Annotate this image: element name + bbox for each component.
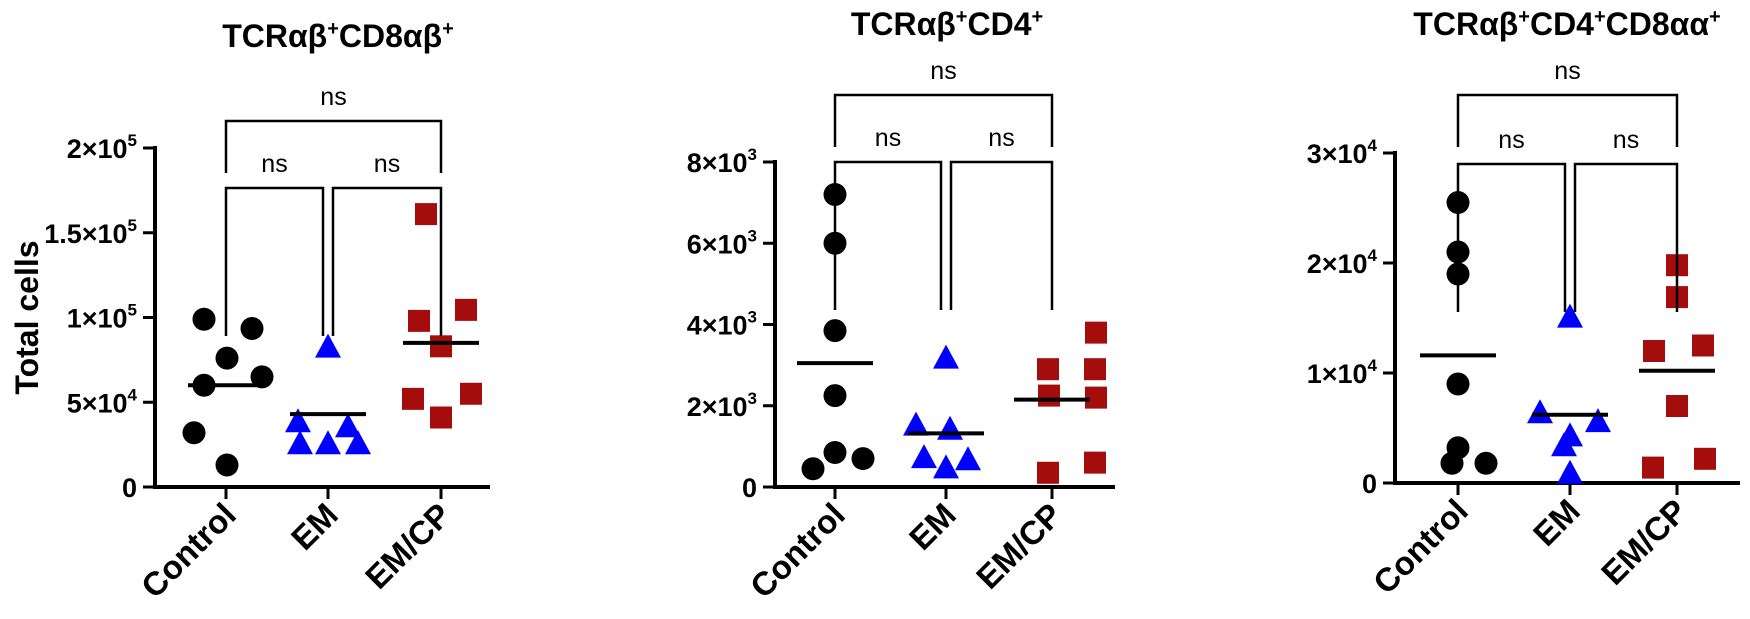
x-tick-label: EM/CP <box>1594 492 1694 592</box>
data-point-em <box>937 415 963 440</box>
y-tick-label: 2×105 <box>67 131 137 164</box>
data-point-em <box>285 408 311 433</box>
significance-bracket <box>1456 93 1679 147</box>
data-point-control <box>192 307 216 331</box>
data-point-control <box>1474 451 1498 475</box>
data-point-em-cp <box>1694 447 1716 470</box>
significance-label: ns <box>374 150 400 178</box>
significance-label: ns <box>988 124 1014 152</box>
data-point-em <box>911 444 937 469</box>
data-point-em <box>287 430 313 455</box>
data-point-control <box>215 346 239 370</box>
y-tick-label: 1×104 <box>1307 356 1378 389</box>
data-point-em <box>1527 399 1553 424</box>
data-point-control <box>823 384 847 408</box>
data-point-em-cp <box>455 298 477 321</box>
data-point-control <box>240 317 264 341</box>
data-point-em <box>335 413 361 438</box>
x-tick-label: Control <box>134 496 243 605</box>
data-point-control <box>1440 451 1464 475</box>
panel-cd4-cd8aa: TCRαβ+CD4+CD8αα+ 0 1×104 2×104 3×104 Control E… <box>1307 6 1740 601</box>
y-tick-label: 8×103 <box>687 145 757 178</box>
data-point-control <box>851 447 875 471</box>
data-point-control <box>801 457 825 481</box>
significance-label: ns <box>1613 126 1639 154</box>
data-point-em-cp <box>402 387 424 410</box>
y-tick-label: 5×104 <box>67 385 138 418</box>
data-point-em-cp <box>430 335 452 358</box>
panel-cd4: TCRαβ+CD4+ 0 2×103 4×103 6×103 8×103 Control EM… <box>687 6 1115 605</box>
y-tick-label: 1.5×105 <box>44 216 137 249</box>
y-axis-label: Total cells <box>9 240 45 394</box>
data-point-em-cp <box>1666 395 1688 417</box>
data-point-em <box>1551 432 1577 457</box>
data-point-em-cp <box>1643 340 1665 362</box>
x-tick-label: EM <box>902 496 963 557</box>
y-tick-label: 6×103 <box>687 226 757 259</box>
data-point-em-cp <box>1085 386 1107 409</box>
data-point-em <box>345 430 371 455</box>
x-tick-label: EM <box>1526 492 1587 553</box>
chart-title: TCRαβ+CD8αβ+ <box>222 18 454 54</box>
significance-bracket <box>224 186 325 336</box>
data-point-em <box>933 344 959 369</box>
significance-bracket <box>833 160 943 310</box>
significance-label: ns <box>261 150 287 178</box>
data-point-em-cp <box>1037 461 1059 484</box>
y-tick-label: 0 <box>742 473 757 503</box>
significance-bracket <box>949 160 1054 310</box>
data-point-control <box>182 421 206 445</box>
y-tick-label: 2×103 <box>687 389 757 422</box>
x-tick-label: EM <box>284 496 345 557</box>
chart-title: TCRαβ+CD4+ <box>851 6 1043 42</box>
data-point-em-cp <box>1642 456 1664 479</box>
y-tick-label: 0 <box>1362 469 1377 499</box>
significance-label: ns <box>1554 57 1580 85</box>
data-point-em <box>315 430 341 455</box>
x-tick-label: Control <box>743 496 852 605</box>
significance-label: ns <box>1498 126 1524 154</box>
significance-label: ns <box>875 124 901 152</box>
data-point-em-cp <box>1084 451 1106 474</box>
data-point-em-cp <box>1085 321 1107 344</box>
chart-title: TCRαβ+CD4+CD8αα+ <box>1413 6 1720 42</box>
x-tick-label: EM/CP <box>358 496 458 596</box>
significance-bracket <box>331 186 443 336</box>
data-point-control <box>215 453 239 477</box>
significance-bracket <box>833 93 1054 147</box>
panel-cd8ab: TCRαβ+CD8αβ+ Total cells 0 5×104 1×105 1.5×10… <box>9 18 490 605</box>
x-tick-label: EM/CP <box>969 496 1069 596</box>
data-point-em-cp <box>1084 358 1106 381</box>
y-tick-label: 1×105 <box>67 301 137 334</box>
data-point-em-cp <box>1037 358 1059 381</box>
y-tick-label: 0 <box>122 473 137 503</box>
data-point-em <box>903 411 929 436</box>
data-point-em-cp <box>415 203 437 226</box>
x-tick-label: Control <box>1366 492 1475 601</box>
data-point-em <box>933 454 959 479</box>
significance-bracket <box>1573 162 1679 312</box>
significance-bracket <box>224 119 443 173</box>
data-point-em-cp <box>430 406 452 429</box>
significance-label: ns <box>930 57 956 85</box>
y-tick-label: 3×104 <box>1307 136 1378 169</box>
significance-label: ns <box>320 83 346 111</box>
data-point-control <box>1446 372 1470 396</box>
data-point-em <box>955 446 981 471</box>
data-point-em-cp <box>460 382 482 405</box>
data-point-em-cp <box>1692 334 1714 357</box>
y-tick-label: 2×104 <box>1307 246 1378 279</box>
data-point-control <box>250 365 274 389</box>
significance-bracket <box>1456 162 1567 312</box>
data-point-em <box>1557 459 1583 484</box>
data-point-em-cp <box>1038 384 1060 407</box>
data-point-control <box>823 440 847 464</box>
data-point-em <box>315 333 341 358</box>
data-point-em <box>1585 408 1611 433</box>
data-point-em-cp <box>408 309 430 332</box>
y-tick-label: 4×103 <box>687 308 757 341</box>
data-point-control <box>823 319 847 343</box>
data-point-em <box>1557 303 1583 328</box>
